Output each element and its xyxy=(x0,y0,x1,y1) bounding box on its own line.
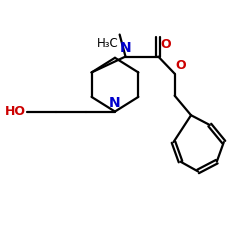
Text: N: N xyxy=(120,40,131,54)
Text: HO: HO xyxy=(5,105,26,118)
Text: O: O xyxy=(176,60,186,72)
Text: H₃C: H₃C xyxy=(97,38,118,51)
Text: O: O xyxy=(160,38,171,51)
Text: N: N xyxy=(109,96,121,110)
